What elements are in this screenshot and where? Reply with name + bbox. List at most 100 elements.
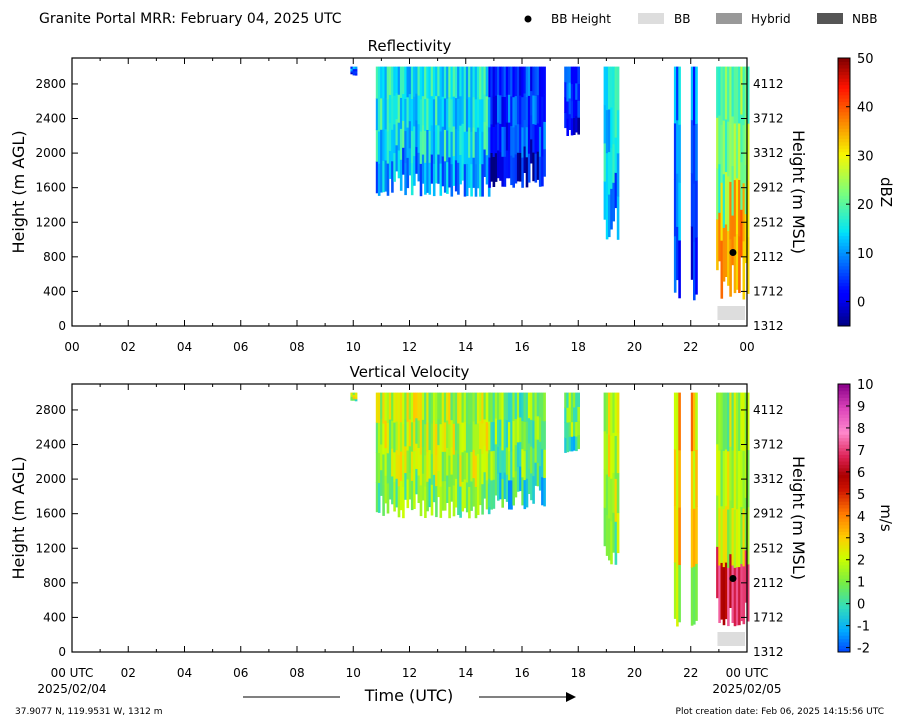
echo-column bbox=[566, 392, 569, 408]
echo-column bbox=[532, 420, 535, 449]
echo-column bbox=[443, 392, 447, 423]
colorbar-cell bbox=[838, 454, 850, 459]
echo-column bbox=[616, 472, 620, 514]
echo-column bbox=[432, 131, 436, 164]
echo-column bbox=[516, 466, 520, 492]
echo-column bbox=[501, 392, 504, 422]
echo-column bbox=[503, 126, 507, 157]
colorbar-cell bbox=[838, 507, 850, 512]
echo-column bbox=[733, 179, 737, 237]
echo-column bbox=[391, 392, 394, 421]
bb-indicator-bar bbox=[717, 306, 745, 320]
echo-column bbox=[742, 508, 746, 567]
echo-column bbox=[740, 506, 743, 565]
echo-column bbox=[516, 152, 520, 182]
echo-column bbox=[388, 66, 392, 95]
echo-column bbox=[488, 66, 491, 98]
echo-column bbox=[731, 165, 735, 216]
echo-column bbox=[508, 150, 511, 179]
echo-column bbox=[459, 392, 462, 425]
echo-column bbox=[350, 66, 353, 69]
echo-column bbox=[375, 98, 379, 131]
echo-column bbox=[530, 66, 533, 92]
echo-column bbox=[499, 95, 502, 124]
echo-column bbox=[465, 392, 469, 423]
x-tick-label: 14 bbox=[458, 340, 473, 354]
echo-column bbox=[740, 449, 743, 508]
colorbar-cell bbox=[838, 275, 850, 280]
echo-column bbox=[413, 155, 416, 186]
colorbar-tick-label: 9 bbox=[857, 400, 865, 415]
echo-column bbox=[503, 472, 507, 500]
echo-column bbox=[430, 484, 434, 516]
echo-column bbox=[474, 455, 478, 487]
colorbar-cell bbox=[838, 118, 850, 123]
echo-column bbox=[738, 450, 741, 510]
echo-column bbox=[538, 441, 542, 467]
bb-height-marker bbox=[729, 575, 737, 583]
y-tick-label: 1600 bbox=[35, 507, 66, 521]
echo-column bbox=[474, 486, 478, 519]
colorbar-cell bbox=[838, 504, 850, 509]
colorbar-cell bbox=[838, 494, 850, 499]
echo-column bbox=[424, 66, 427, 99]
echo-column bbox=[727, 230, 730, 286]
echo-column bbox=[573, 435, 576, 451]
echo-column bbox=[413, 421, 416, 451]
echo-column bbox=[724, 449, 728, 507]
echo-column bbox=[417, 66, 421, 96]
echo-column bbox=[446, 420, 449, 448]
echo-column bbox=[479, 392, 482, 421]
colorbar-cell bbox=[838, 202, 850, 206]
echo-column bbox=[410, 98, 414, 132]
echo-column bbox=[388, 472, 392, 500]
echo-column bbox=[441, 156, 445, 187]
echo-column bbox=[424, 392, 427, 425]
echo-column bbox=[603, 430, 607, 470]
x-tick-label: 18 bbox=[571, 666, 586, 680]
echo-column bbox=[446, 475, 449, 503]
echo-column bbox=[541, 156, 544, 187]
echo-column bbox=[614, 66, 618, 103]
echo-column bbox=[430, 423, 434, 455]
echo-column bbox=[523, 66, 527, 94]
echo-column bbox=[352, 398, 356, 401]
echo-column bbox=[417, 392, 421, 421]
echo-column bbox=[472, 421, 476, 450]
echo-column bbox=[566, 407, 569, 423]
echo-column bbox=[465, 131, 469, 164]
echo-column bbox=[508, 450, 511, 481]
echo-column bbox=[577, 406, 580, 422]
echo-column bbox=[485, 96, 489, 126]
echo-column bbox=[421, 95, 425, 126]
echo-column bbox=[510, 66, 513, 97]
echo-column bbox=[568, 407, 572, 423]
echo-column bbox=[527, 95, 531, 125]
echo-column bbox=[393, 481, 396, 512]
echo-column bbox=[503, 392, 507, 420]
echo-column bbox=[432, 419, 436, 448]
echo-column bbox=[716, 443, 719, 496]
echo-column bbox=[419, 163, 423, 197]
colorbar-cell bbox=[838, 248, 850, 253]
echo-column bbox=[424, 130, 427, 163]
echo-column bbox=[404, 446, 407, 474]
echo-column bbox=[614, 172, 618, 209]
echo-column bbox=[448, 126, 451, 158]
echo-column bbox=[532, 66, 535, 96]
echo-column bbox=[457, 130, 460, 163]
echo-column bbox=[519, 392, 522, 418]
legend-bb-height-label: BB Height bbox=[551, 12, 611, 26]
echo-column bbox=[516, 442, 520, 468]
echo-column bbox=[523, 93, 527, 120]
echo-column bbox=[573, 392, 576, 408]
colorbar-cell bbox=[838, 91, 850, 96]
echo-column bbox=[384, 97, 388, 130]
echo-column bbox=[485, 154, 489, 185]
echo-column bbox=[525, 421, 529, 451]
echo-column bbox=[490, 480, 493, 510]
colorbar-tick-label: 30 bbox=[857, 149, 874, 164]
colorbar-cell bbox=[838, 285, 850, 290]
echo-column bbox=[424, 423, 427, 456]
echo-column bbox=[386, 422, 390, 454]
